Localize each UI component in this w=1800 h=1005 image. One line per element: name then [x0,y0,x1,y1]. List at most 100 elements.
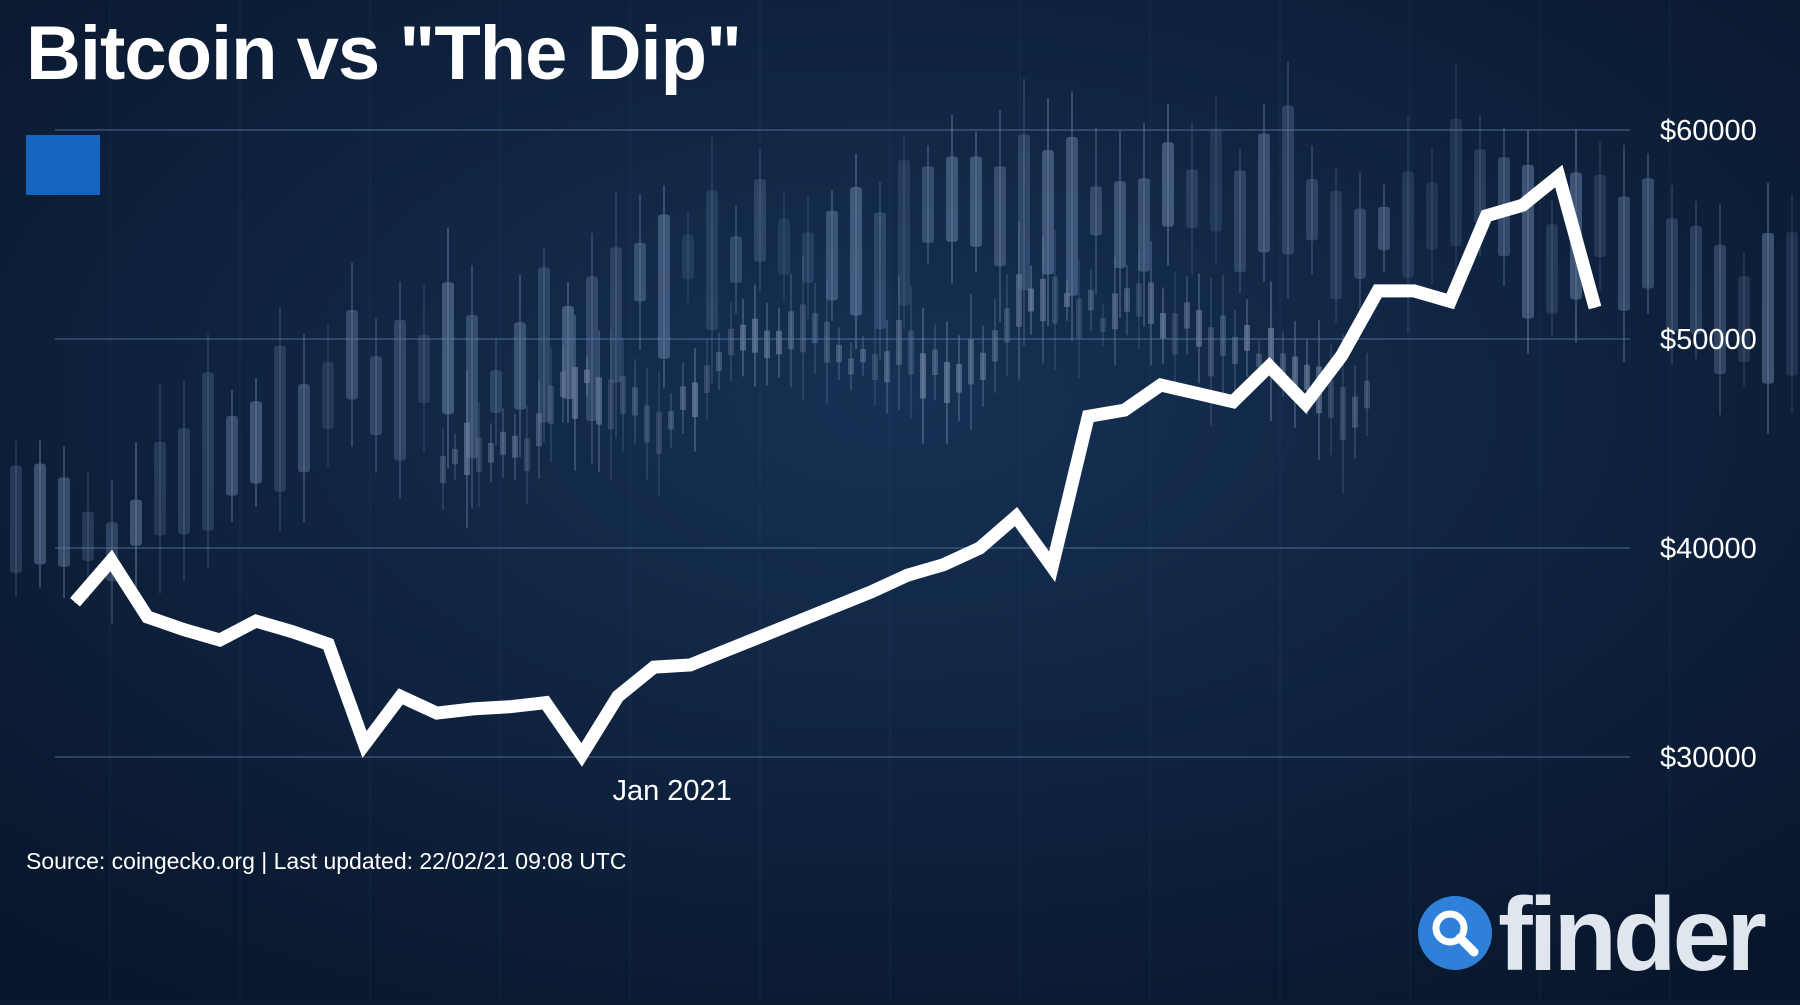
gridlines [55,129,1630,758]
data-point [219,639,221,641]
bg-candle-body [34,463,46,565]
finder-logo: finder [1418,877,1778,993]
bg-candle-body [884,351,890,383]
bg-candle-body [1016,274,1022,327]
bg-candle-body [464,422,470,476]
data-point [472,708,474,710]
data-point [1522,204,1524,206]
bg-candle-body [1642,178,1654,289]
bg-candle-body [1136,283,1142,317]
bg-candle-body [728,328,734,356]
bg-candle-body [610,247,622,383]
bg-candle-body [824,321,830,363]
bg-candle-body [752,318,758,353]
bg-candle-body [632,387,638,416]
magnifier-glyph [1432,910,1479,957]
bg-candle-body [764,330,770,359]
data-point [762,635,764,637]
bg-candle-body [692,382,698,417]
data-point [1124,409,1126,411]
legend-swatch [26,135,100,195]
bg-candle-body [658,214,670,359]
bg-candle-body [1138,178,1150,272]
bg-candle-body [1066,136,1078,296]
y-axis-tick-labels: $30000 $40000 $50000 $60000 [1660,115,1757,774]
bg-candle-body [730,236,742,283]
y-tick-label: $40000 [1660,533,1757,565]
bg-candle-body [298,384,310,473]
bg-candle-body [370,356,382,436]
bg-candle-body [442,282,454,415]
data-point [364,743,366,745]
series-group [70,164,1602,767]
bg-candle-body [596,377,602,425]
data-point [979,547,981,549]
bg-candle-body [466,315,478,459]
bg-candle-body [944,362,950,404]
bg-candle-body [836,344,842,363]
bg-candle-body [1100,317,1106,332]
bg-candle-body [1450,118,1462,247]
bg-candle-body [680,386,686,410]
bg-candle-body [850,186,862,316]
bg-candle-body [1618,196,1630,311]
bg-candle-body [968,339,974,385]
bg-candle-body [1220,315,1226,356]
x-tick-label: Jan 2021 [612,775,731,807]
bg-candle-body [1088,289,1094,311]
bg-candle-body [82,511,94,561]
bg-candle-body [1268,327,1274,375]
bg-candle-body [656,412,662,454]
bg-candle-body [812,313,818,344]
bg-candle-body [1052,276,1058,324]
bg-candle-body [1186,169,1198,229]
bg-candle-body [1258,133,1270,253]
bg-candle-body [154,441,166,536]
y-tick-label: $50000 [1660,324,1757,356]
bg-candle-body [802,232,814,283]
data-point [110,560,112,562]
bg-candle-body [1306,179,1318,241]
chart-title: Bitcoin vs "The Dip" [26,11,742,96]
bg-candle-body [572,367,578,419]
bg-candle-body [1354,208,1366,279]
data-point [327,643,329,645]
bg-candle-body [1124,288,1130,312]
bg-candle-body [800,304,806,353]
bg-candle-body [1378,206,1390,251]
data-point [1160,384,1162,386]
data-point [400,695,402,697]
data-point [798,620,800,622]
bg-candle-body [1234,170,1246,273]
bg-candle-body [898,159,910,306]
bg-candle-body [754,179,766,262]
data-point [1304,403,1306,405]
bg-candle-body [980,352,986,380]
bg-candle-body [1340,387,1346,441]
bg-candle-body [620,376,626,414]
bg-candle-body [1280,353,1286,375]
bg-candle-body [1196,310,1202,347]
bg-candle-body [740,324,746,351]
brand-wordmark: finder [1498,877,1767,993]
bg-candle-body [932,349,938,376]
bg-candle-body [226,415,238,496]
bg-candle-body [586,276,598,422]
bg-candle-body [524,438,530,472]
magnifier-icon [1418,896,1492,970]
bg-candle-body [1160,312,1166,339]
bg-candle-body [322,361,334,429]
bg-candle-body [1208,327,1214,377]
bg-candle-body [1090,186,1102,236]
bg-candle-body [538,267,550,423]
bg-candle-body [1244,324,1250,351]
bg-candle-body [1690,226,1702,335]
bg-candle-body [130,499,142,546]
bg-candle-body [778,218,790,275]
bg-candle-body [874,212,886,330]
bg-candle-body [1330,191,1342,300]
data-point [1558,175,1560,177]
bg-candle-body [1738,276,1750,363]
data-point [544,702,546,704]
